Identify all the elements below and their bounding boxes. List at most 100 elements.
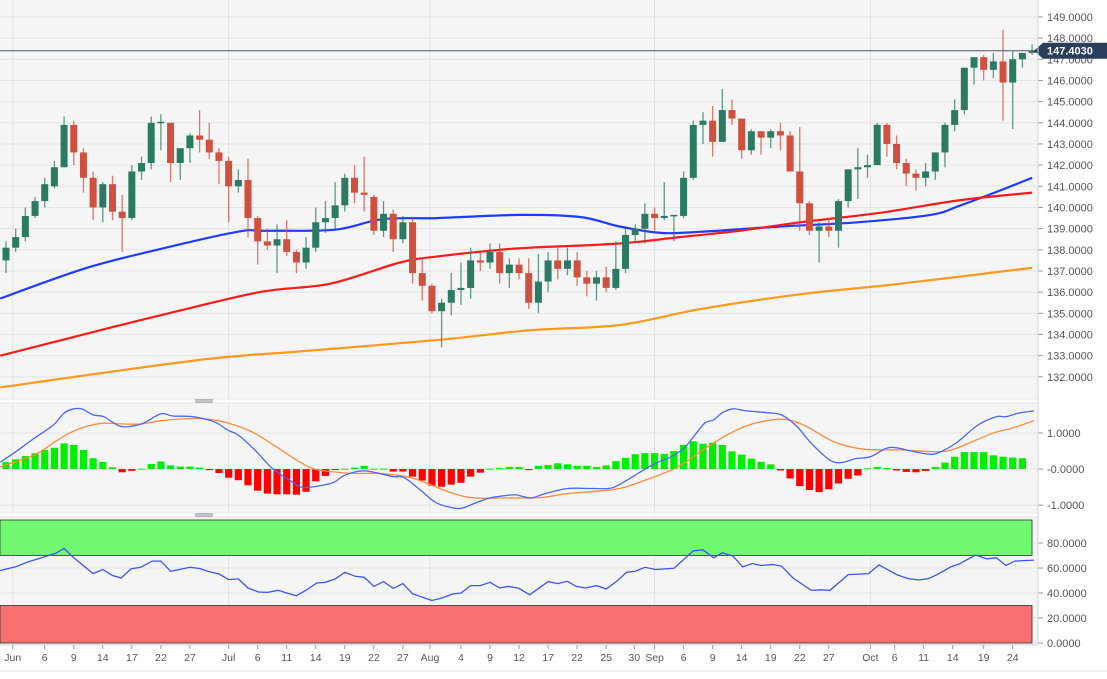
bullish-candle [438,298,446,348]
candle-body [815,226,823,231]
macd-histogram-bar-positive [534,465,542,470]
bullish-candle [592,270,600,301]
rsi-oversold-zone [0,605,1033,644]
macd-histogram-bar-positive [709,442,717,470]
macd-histogram-bar-negative [263,469,271,494]
candle-body [418,273,426,286]
rsi-overbought-zone [0,519,1033,556]
bearish-candle [244,158,252,238]
price-axis-label: 135.0000 [1047,308,1093,320]
x-axis-label: 24 [1007,652,1019,664]
macd-histogram-bar-positive [931,466,939,470]
price-axis-label: 132.0000 [1047,372,1093,384]
candle-body [108,184,116,212]
panel-separator[interactable] [0,513,1038,517]
macd-histogram-bar-negative [844,469,852,479]
macd-histogram-bar-negative [312,469,320,482]
price-axis-label: 137.0000 [1047,266,1093,278]
candle-body [554,260,562,269]
macd-histogram-bar-positive [757,461,765,470]
candle-body [873,124,881,166]
bearish-candle [805,201,813,235]
candle-body [573,260,581,278]
macd-histogram-bar-positive [592,466,601,470]
macd-histogram-bar-positive [515,466,523,470]
candle-body [312,222,320,248]
candle-body [902,163,910,174]
price-gridlines [0,16,1038,378]
macd-histogram-bar-positive [176,466,184,470]
macd-histogram-bar-negative [786,469,794,479]
candle-body [525,273,533,303]
bullish-candle [321,201,329,233]
x-axis-label: 22 [571,652,583,664]
panel-resize-handle-icon[interactable] [195,513,213,517]
candle-body [350,177,358,193]
macd-histogram-bar-negative [438,469,446,487]
candle-body [660,215,668,219]
bearish-candle [525,258,533,310]
bearish-candle [428,283,436,314]
x-axis-label: 17 [126,652,138,664]
bearish-candle [602,266,610,293]
candle-body [79,152,87,178]
macd-axis-label: -0.0000 [1047,464,1084,476]
macd-axis-label: -1.0000 [1047,500,1084,512]
candle-body [1018,52,1026,60]
candle-body [138,163,146,172]
rsi-axis-label: 0.0000 [1047,638,1081,650]
candle-body [50,167,58,187]
x-axis-label: 14 [947,652,959,664]
price-axis-label: 136.0000 [1047,287,1093,299]
macd-histogram-bar-positive [379,468,388,470]
bearish-candle [89,171,97,221]
panel-separator[interactable] [0,399,1038,403]
bearish-candle [554,247,562,280]
candle-body [583,277,591,284]
bullish-candle [447,273,455,316]
bearish-candle [215,148,223,185]
bearish-candle [728,99,736,125]
candle-body [331,205,339,219]
bullish-candle [302,237,310,269]
macd-histogram-bar-positive [79,449,88,470]
panel-resize-handle-icon[interactable] [195,399,213,403]
candle-body [864,165,872,168]
bullish-candle [486,243,494,269]
candle-body [292,251,300,263]
x-axis-label: 27 [823,652,835,664]
candle-body [796,171,804,204]
macd-histogram-bar-negative [467,469,475,477]
candle-body [505,264,513,274]
candle-body [825,226,833,231]
candle-body [399,222,407,240]
candle-body [118,211,126,219]
candle-body [912,173,920,178]
candle-body [960,67,968,111]
candle-body [651,213,659,219]
macd-histogram-bar-negative [902,469,910,472]
macd-histogram-bar-negative [234,469,242,481]
candle-body [244,179,252,219]
x-axis-label: 14 [736,652,748,664]
candle-body [534,281,542,303]
candle-body [1028,50,1036,53]
bullish-candle [689,120,697,180]
macd-histogram-bar-negative [128,469,136,471]
macd-histogram-bar-positive [660,453,668,470]
bullish-candle [834,199,842,248]
macd-histogram-bar-positive [21,456,29,470]
last-price-label: 147.4030 [1047,46,1093,58]
macd-histogram-bar-negative [205,469,213,471]
candle-body [234,179,242,187]
macd-histogram-bar-positive [989,455,997,470]
bullish-candle [457,262,465,305]
macd-histogram-bar-positive [70,444,78,470]
candle-body [689,124,697,178]
macd-histogram-bar-negative [457,469,465,483]
bullish-candle [815,222,823,263]
candle-body [21,215,29,238]
macd-histogram-bar-negative [273,469,281,495]
candles [2,29,1036,348]
